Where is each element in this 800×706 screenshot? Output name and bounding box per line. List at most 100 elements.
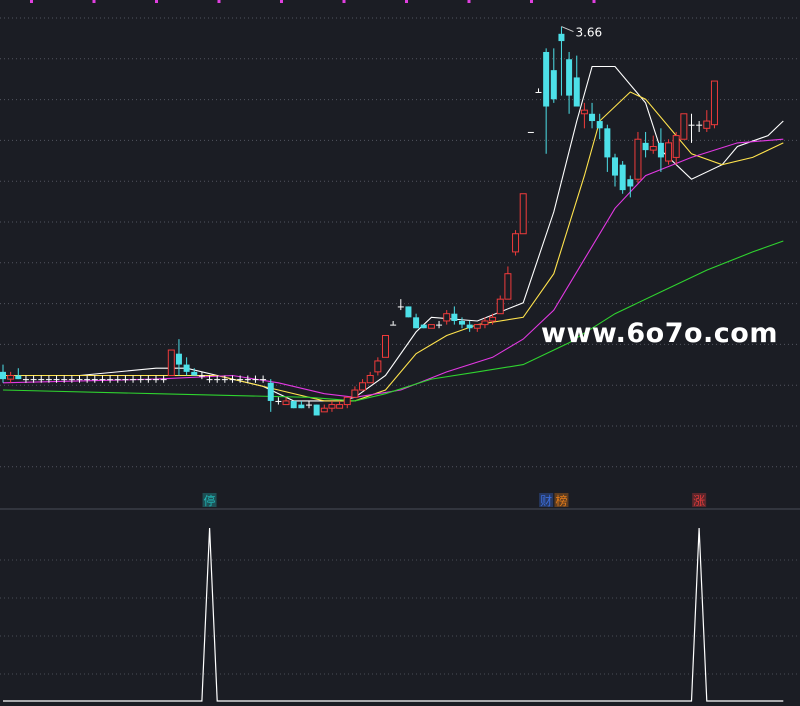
- candle-body: [53, 379, 60, 381]
- moving-average-lines: [2, 65, 784, 402]
- candle-body: [320, 407, 328, 413]
- candle: [573, 55, 580, 107]
- candle-body: [130, 379, 137, 381]
- candle: [688, 113, 695, 143]
- event-badge: 停: [202, 493, 217, 508]
- candle-body: [680, 113, 688, 140]
- candle: [68, 375, 75, 383]
- candle-body: [466, 324, 473, 329]
- candle: [451, 306, 458, 325]
- candle: [84, 375, 91, 383]
- candle-body: [252, 379, 259, 381]
- candle: [604, 124, 611, 172]
- candle-body: [366, 374, 374, 384]
- candle-body: [512, 233, 520, 253]
- candle: [198, 371, 205, 380]
- candle-body: [30, 379, 37, 381]
- candle: [665, 139, 673, 165]
- candle: [427, 324, 435, 329]
- candle-body: [634, 138, 642, 180]
- event-label: 停: [204, 493, 216, 508]
- candle: [374, 357, 382, 376]
- candle-body: [481, 320, 489, 326]
- candle-body: [443, 313, 451, 322]
- candle: [634, 131, 642, 183]
- candle: [543, 48, 550, 154]
- candle-body: [343, 396, 351, 406]
- event-badge-bg: [692, 493, 707, 507]
- candle-body: [566, 59, 573, 96]
- candle: [619, 161, 626, 194]
- candle: [306, 400, 312, 409]
- candle-body: [612, 157, 618, 176]
- candle-body: [22, 379, 29, 381]
- candle: [366, 371, 374, 384]
- candle-body: [589, 113, 596, 122]
- candle-body: [451, 313, 458, 321]
- candle: [298, 400, 305, 409]
- candle: [612, 153, 618, 187]
- candle: [38, 375, 45, 383]
- candle: [382, 335, 389, 358]
- candle: [512, 230, 520, 256]
- candle-body: [183, 364, 190, 372]
- candle-body: [657, 142, 664, 158]
- candle-body: [298, 404, 305, 409]
- candle-body: [459, 320, 465, 325]
- candle: [496, 295, 504, 315]
- candle: [504, 266, 512, 300]
- candle: [145, 375, 152, 383]
- event-labels: 停 财榜 涨: [202, 493, 707, 508]
- candle: [710, 80, 718, 129]
- event-label: 涨: [693, 493, 705, 508]
- candle-body: [107, 379, 114, 381]
- candle-body: [672, 135, 680, 158]
- candle-body: [267, 382, 274, 401]
- top-marker: [217, 0, 221, 3]
- candle: [580, 102, 588, 129]
- candle-body: [153, 379, 159, 381]
- candle: [466, 320, 473, 332]
- candle: [76, 375, 83, 383]
- candle-body: [244, 379, 251, 381]
- candle-body: [336, 404, 344, 409]
- candle-body: [496, 298, 504, 315]
- indicator-line: [3, 527, 784, 702]
- top-marker: [592, 0, 596, 3]
- candle-body: [137, 379, 144, 381]
- candle-body: [535, 91, 542, 93]
- candle: [413, 313, 420, 329]
- candle-body: [550, 70, 557, 100]
- candle: [489, 313, 497, 325]
- candle-body: [237, 379, 244, 381]
- candle-body: [390, 324, 397, 326]
- candle: [91, 375, 98, 383]
- candle: [160, 375, 167, 383]
- candle-body: [710, 80, 718, 126]
- candle-body: [519, 193, 527, 235]
- candle: [244, 375, 251, 383]
- candle-body: [198, 375, 205, 377]
- candle-body: [84, 379, 91, 381]
- candle: [696, 121, 703, 132]
- candle-body: [229, 379, 236, 381]
- candle: [313, 404, 320, 416]
- candle: [642, 131, 649, 158]
- candle: [566, 51, 573, 114]
- candle: [99, 375, 106, 383]
- candle-body: [68, 379, 75, 381]
- candle: [114, 375, 121, 383]
- candle-body: [596, 121, 603, 129]
- candle-body: [397, 306, 404, 308]
- candle-body: [543, 51, 550, 107]
- event-badge-bg: [202, 493, 217, 507]
- candle-body: [642, 142, 649, 151]
- candle: [343, 396, 351, 409]
- candle-body: [405, 306, 412, 318]
- candle: [167, 349, 175, 376]
- candle: [153, 375, 159, 383]
- candle-body: [619, 164, 626, 191]
- candle: [459, 317, 465, 329]
- candle: [481, 317, 489, 329]
